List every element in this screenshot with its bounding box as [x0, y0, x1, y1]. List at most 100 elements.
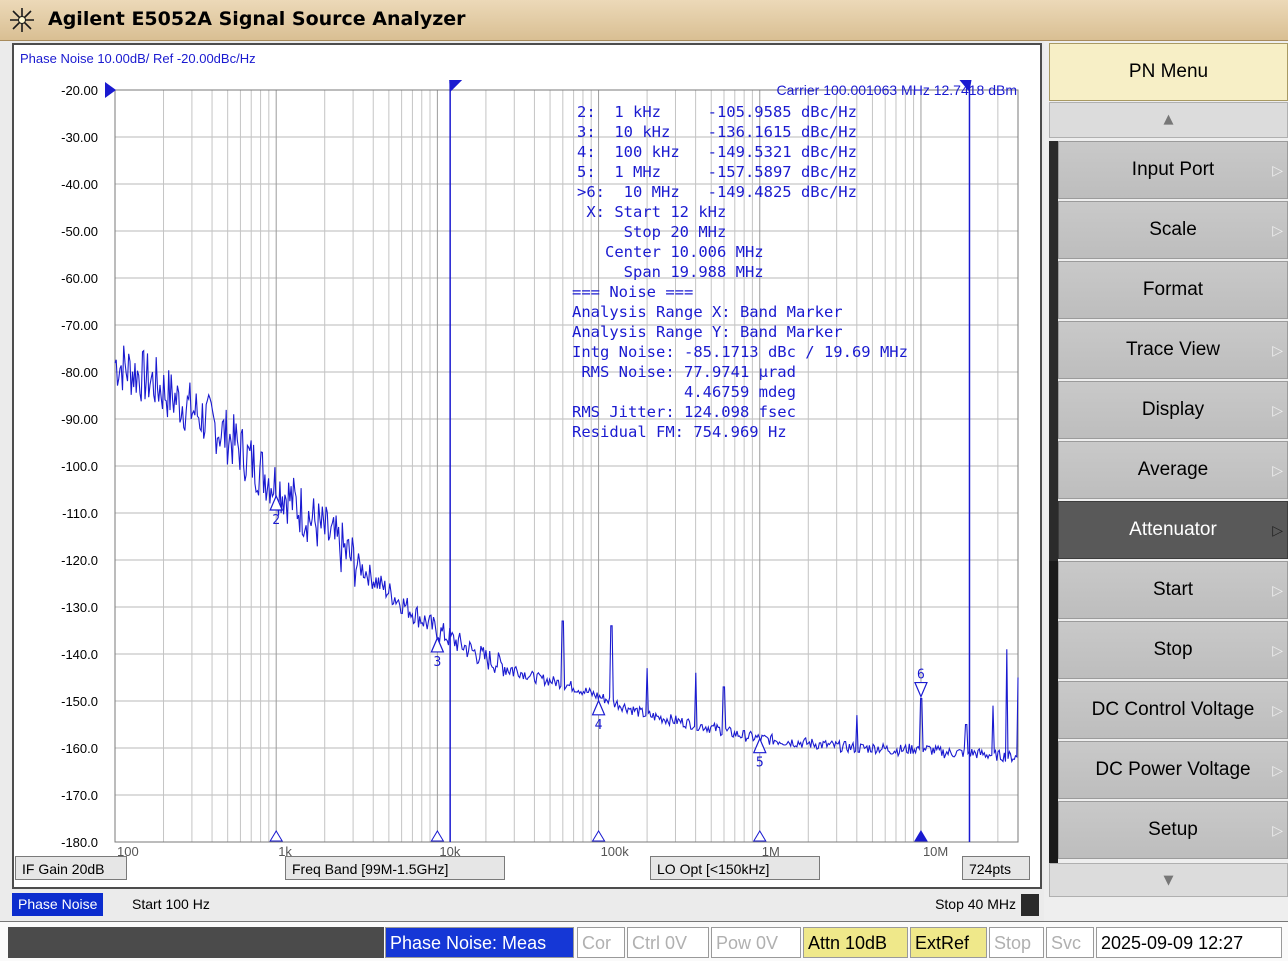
chevron-right-icon: ▷ — [1272, 702, 1283, 718]
marker-2-symbol — [269, 494, 284, 511]
trace-window[interactable]: Phase Noise 10.00dB/ Ref -20.00dBc/Hz -2… — [12, 43, 1042, 889]
menu-item-attenuator[interactable]: Attenuator ▷ — [1058, 501, 1288, 559]
channel-start: Start 100 Hz — [132, 896, 210, 912]
menu-item-average[interactable]: Average ▷ — [1058, 441, 1288, 499]
chevron-right-icon: ▷ — [1272, 342, 1283, 358]
channel-label[interactable]: Phase Noise — [12, 893, 104, 916]
marker-stimulus-triangle — [914, 830, 928, 842]
menu-item-format[interactable]: Format — [1058, 261, 1288, 319]
reference-level-arrow — [105, 82, 116, 98]
freq-band-status: Freq Band [99M-1.5GHz] — [285, 856, 505, 880]
points-status: 724pts — [962, 856, 1030, 880]
menu-item-label: Average — [1137, 459, 1209, 480]
window-title: Agilent E5052A Signal Source Analyzer — [48, 8, 466, 30]
menu-item-label: Start — [1152, 579, 1194, 600]
pow-status: Pow 0V — [711, 927, 801, 958]
marker-label: 4 — [595, 718, 603, 733]
x-tick-label: 100k — [601, 844, 630, 859]
attn-status: Attn 10dB — [803, 927, 908, 958]
trace-title[interactable]: Phase Noise 10.00dB/ Ref -20.00dBc/Hz — [20, 51, 256, 66]
chevron-right-icon: ▷ — [1272, 462, 1283, 478]
y-tick-label: -100.0 — [61, 459, 98, 474]
menu-item-label: Display — [1141, 399, 1205, 420]
noise-readout-line: === Noise === — [572, 283, 693, 301]
menu-item-label: Format — [1142, 279, 1204, 300]
noise-readout-line: Residual FM: 754.969 Hz — [572, 423, 787, 441]
measurement-area: Phase Noise 10.00dB/ Ref -20.00dBc/Hz -2… — [0, 41, 1044, 921]
menu-item-label: Stop — [1153, 639, 1193, 660]
y-tick-label: -140.0 — [61, 647, 98, 662]
marker-3-symbol — [430, 636, 445, 653]
marker-stimulus-triangle — [430, 830, 445, 842]
menu-item-label: Attenuator — [1129, 519, 1217, 540]
datetime-status: 2025-09-09 12:27 — [1096, 927, 1282, 958]
noise-readout-line: Analysis Range Y: Band Marker — [572, 323, 843, 341]
band-marker-stop-flag — [959, 80, 972, 92]
marker-readout-line: 3: 10 kHz -136.1615 dBc/Hz — [577, 123, 857, 141]
menu-item-dc-power-voltage[interactable]: DC Power Voltage ▷ — [1058, 741, 1288, 799]
marker-stimulus-triangle — [591, 830, 606, 842]
chevron-right-icon: ▷ — [1272, 642, 1283, 658]
chevron-right-icon: ▷ — [1272, 762, 1283, 778]
menu-item-setup[interactable]: Setup ▷ — [1058, 801, 1288, 859]
chevron-right-icon: ▷ — [1272, 402, 1283, 418]
menu-scroll-down-button[interactable]: ▼ — [1049, 863, 1288, 897]
menu-item-input-port[interactable]: Input Port ▷ — [1058, 141, 1288, 199]
channel-scroll-handle[interactable] — [1021, 894, 1039, 916]
y-tick-label: -160.0 — [61, 741, 98, 756]
menu-item-trace-view[interactable]: Trace View ▷ — [1058, 321, 1288, 379]
y-tick-label: -40.00 — [61, 177, 98, 192]
chevron-right-icon: ▷ — [1272, 522, 1283, 538]
menu-scroll-up-button[interactable]: ▲ — [1049, 102, 1288, 138]
agilent-spark-icon — [10, 8, 34, 32]
marker-label: 2 — [272, 513, 280, 528]
menu-item-label: DC Control Voltage — [1091, 699, 1255, 720]
menu-item-label: Input Port — [1131, 159, 1215, 180]
x-readout-line: Center 10.006 MHz — [577, 243, 764, 261]
marker-readout-line: 5: 1 MHz -157.5897 dBc/Hz — [577, 163, 857, 181]
band-marker-start-flag — [449, 80, 463, 92]
y-tick-label: -20.00 — [61, 83, 98, 98]
menu-item-label: Setup — [1148, 819, 1198, 840]
noise-readout-line: Intg Noise: -85.1713 dBc / 19.69 MHz — [572, 343, 908, 361]
y-tick-label: -70.00 — [61, 318, 98, 333]
menu-item-start[interactable]: Start ▷ — [1058, 561, 1288, 619]
noise-readout-line: Analysis Range X: Band Marker — [572, 303, 843, 321]
ctrl-status: Ctrl 0V — [627, 927, 709, 958]
channel-stop: Stop 40 MHz — [935, 896, 1016, 912]
marker-readout-line: >6: 10 MHz -149.4825 dBc/Hz — [577, 183, 857, 201]
instrument-status-bar: Phase Noise: Meas Cor Ctrl 0V Pow 0V Att… — [0, 921, 1288, 961]
up-arrow-icon: ▲ — [1163, 112, 1174, 127]
y-tick-label: -30.00 — [61, 130, 98, 145]
y-tick-label: -130.0 — [61, 600, 98, 615]
marker-stimulus-triangle — [269, 830, 284, 842]
menu-item-dc-control-voltage[interactable]: DC Control Voltage ▷ — [1058, 681, 1288, 739]
lo-opt-status: LO Opt [<150kHz] — [650, 856, 820, 880]
phase-noise-plot: -20.00 -30.00 -40.00 -50.00 -60.00 -70.00 -80.… — [61, 80, 1019, 859]
menu-title: PN Menu — [1049, 43, 1288, 101]
y-tick-label: -180.0 — [61, 835, 98, 850]
noise-readout-line: RMS Jitter: 124.098 fsec — [572, 403, 796, 421]
x-readout-line: Span 19.988 MHz — [577, 263, 764, 281]
menu-item-label: DC Power Voltage — [1095, 759, 1251, 780]
menu-item-stop[interactable]: Stop ▷ — [1058, 621, 1288, 679]
if-gain-status: IF Gain 20dB — [15, 856, 127, 880]
chevron-right-icon: ▷ — [1272, 162, 1283, 178]
title-bar: Agilent E5052A Signal Source Analyzer — [0, 0, 1288, 41]
x-tick-label: 1k — [278, 844, 292, 859]
y-tick-label: -60.00 — [61, 271, 98, 286]
marker-label: 3 — [433, 655, 441, 670]
plot-frame — [114, 89, 1019, 843]
x-readout-line: X: Start 12 kHz — [577, 203, 726, 221]
x-tick-label: 10M — [923, 844, 948, 859]
marker-readout-line: 2: 1 kHz -105.9585 dBc/Hz — [577, 103, 857, 121]
chevron-right-icon: ▷ — [1272, 222, 1283, 238]
y-tick-label: -170.0 — [61, 788, 98, 803]
softkey-menu: PN Menu ▲ Input Port ▷ Scale ▷ Format Trace V… — [1044, 41, 1288, 921]
carrier-readout: Carrier 100.001063 MHz 12.7418 dBm — [777, 82, 1017, 98]
menu-item-display[interactable]: Display ▷ — [1058, 381, 1288, 439]
y-tick-label: -80.00 — [61, 365, 98, 380]
marker-label: 5 — [756, 756, 764, 771]
menu-item-scale[interactable]: Scale ▷ — [1058, 201, 1288, 259]
marker-label: 6 — [917, 668, 925, 683]
